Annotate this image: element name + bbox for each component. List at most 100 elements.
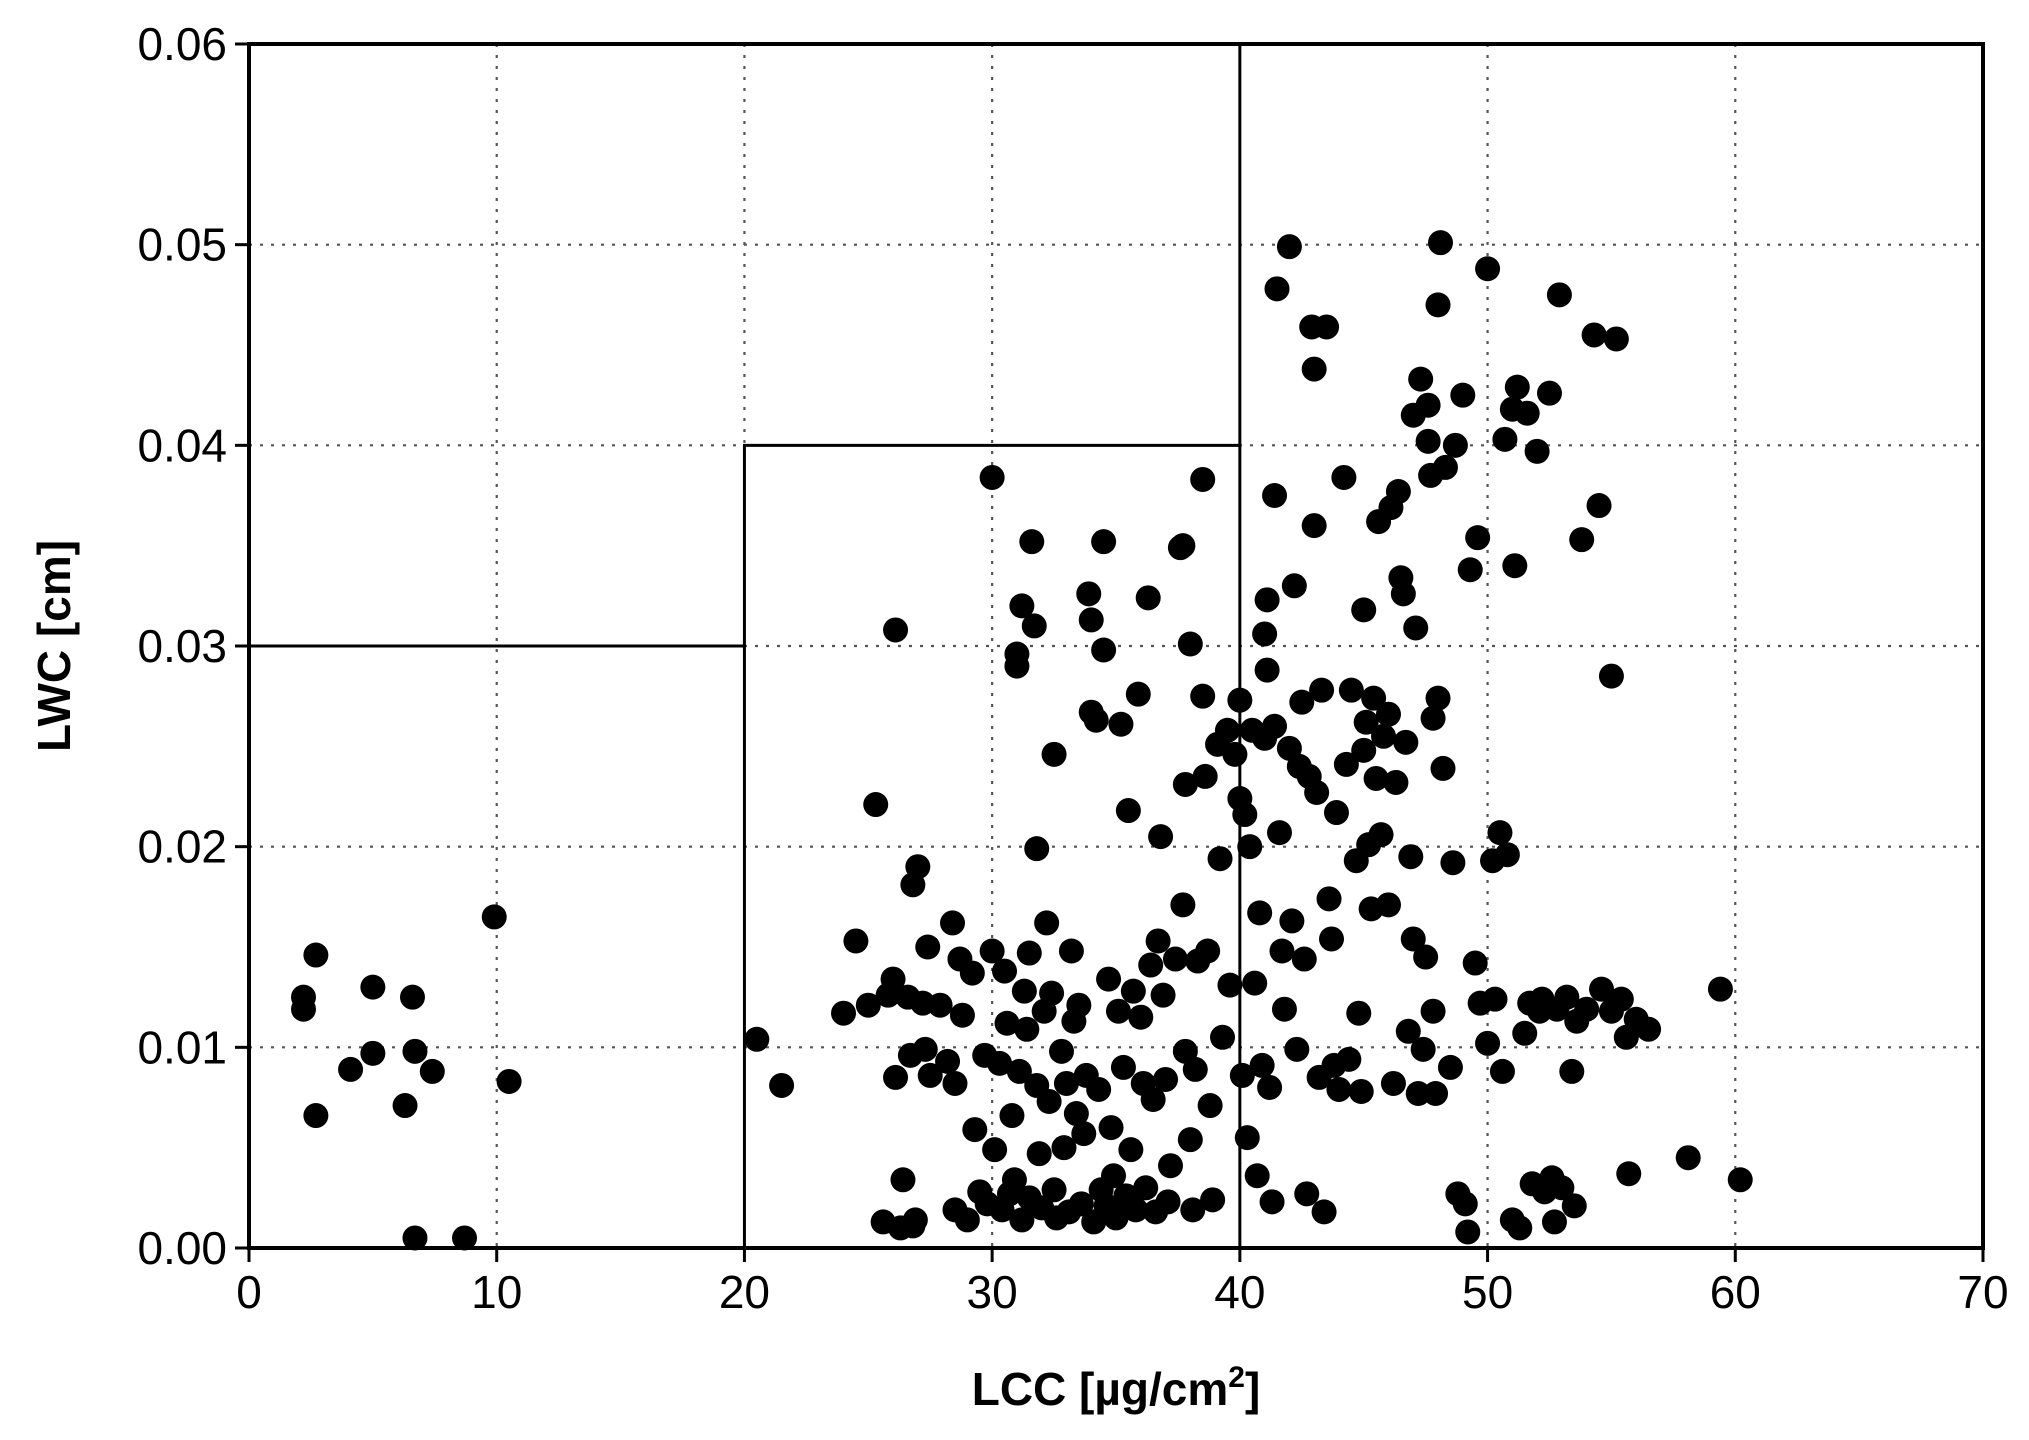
data-point	[1229, 1062, 1255, 1088]
mid-lcc-region-line	[742, 443, 1240, 646]
data-point	[890, 1167, 916, 1193]
data-point	[303, 942, 329, 968]
data-point	[1482, 986, 1508, 1012]
data-point	[843, 928, 869, 954]
data-point	[1098, 1115, 1124, 1141]
data-point	[1091, 637, 1117, 663]
data-point	[1279, 908, 1305, 934]
data-point	[1009, 593, 1035, 619]
data-point	[1155, 1189, 1181, 1215]
data-point	[1559, 1058, 1585, 1084]
data-point	[1083, 707, 1109, 733]
data-point	[1135, 585, 1161, 611]
data-point	[902, 1207, 928, 1233]
y-tick-label: 0.05	[137, 219, 227, 271]
data-point	[1301, 356, 1327, 382]
data-point	[1024, 836, 1050, 862]
data-point	[1487, 820, 1513, 846]
data-point	[1289, 689, 1315, 715]
data-point	[1368, 822, 1394, 848]
x-tick-label: 70	[1957, 1266, 2008, 1318]
data-point	[1400, 926, 1426, 952]
data-point	[1393, 729, 1419, 755]
data-point	[1110, 1054, 1136, 1080]
data-point	[1049, 1038, 1075, 1064]
data-point	[1262, 483, 1288, 508]
data-point	[1053, 1070, 1079, 1096]
data-points	[290, 230, 1753, 1251]
data-point	[912, 1036, 938, 1062]
data-point	[1326, 1076, 1352, 1102]
data-point	[496, 1068, 522, 1094]
data-point	[915, 934, 941, 960]
x-tick-label: 30	[967, 1266, 1018, 1318]
data-point	[1242, 970, 1268, 996]
data-point	[1301, 513, 1327, 539]
data-point	[1021, 613, 1047, 639]
data-point	[1172, 771, 1198, 797]
data-point	[1071, 1121, 1097, 1147]
tick-marks	[235, 42, 1985, 1262]
data-point	[1036, 1089, 1062, 1115]
data-point	[1078, 607, 1104, 633]
data-point	[1707, 976, 1733, 1002]
data-point	[1395, 1018, 1421, 1044]
data-point	[419, 1058, 445, 1084]
data-point	[1316, 886, 1342, 912]
data-point	[1269, 938, 1295, 964]
data-point	[1375, 701, 1401, 727]
data-point	[1244, 1163, 1270, 1189]
y-tick-label: 0.01	[137, 1021, 227, 1073]
data-point	[1076, 581, 1102, 607]
data-point	[999, 1103, 1025, 1129]
data-point	[1140, 1087, 1166, 1113]
y-axis-title: LWC [cm]	[28, 540, 80, 752]
data-point	[1333, 751, 1359, 777]
data-point	[1180, 1197, 1206, 1223]
y-tick-labels: 0.00 0.01 0.02 0.03 0.04 0.05 0.06	[137, 18, 227, 1274]
data-point	[1353, 709, 1379, 735]
data-point	[1086, 1076, 1112, 1102]
data-point	[1177, 1127, 1203, 1153]
data-point	[1103, 1205, 1129, 1231]
data-point	[1257, 1074, 1283, 1100]
data-point	[940, 910, 966, 936]
data-point	[1727, 1167, 1753, 1193]
data-point	[1232, 802, 1258, 828]
data-point	[1311, 1199, 1337, 1225]
data-point	[1066, 992, 1092, 1018]
data-point	[1125, 681, 1151, 707]
data-point	[1063, 1101, 1089, 1127]
data-point	[1314, 314, 1340, 340]
data-point	[1011, 978, 1037, 1004]
data-point	[1616, 1161, 1642, 1187]
data-point	[959, 960, 985, 986]
data-point	[1589, 976, 1615, 1002]
data-point	[1200, 1187, 1226, 1213]
data-point	[1041, 1177, 1067, 1203]
data-point	[987, 1050, 1013, 1076]
x-axis-title: LCC [µg/cm2]	[972, 1361, 1261, 1415]
data-point	[1138, 952, 1164, 978]
data-point	[1118, 1137, 1144, 1163]
data-point	[1091, 529, 1117, 555]
data-point	[1581, 322, 1607, 348]
data-point	[1262, 713, 1288, 739]
data-point	[1192, 763, 1218, 789]
data-point	[942, 1070, 968, 1096]
data-point	[1222, 741, 1248, 767]
data-point	[1162, 946, 1188, 972]
data-point	[1598, 663, 1624, 689]
x-axis-title-main: LCC [µg/cm	[972, 1363, 1229, 1415]
data-point	[1068, 1191, 1094, 1217]
data-point	[1182, 1056, 1208, 1082]
data-point	[1492, 426, 1518, 452]
data-point	[1133, 1175, 1159, 1201]
data-point	[1234, 1125, 1260, 1151]
data-point	[883, 617, 909, 643]
data-point	[1101, 1163, 1127, 1189]
data-point	[1150, 982, 1176, 1008]
data-point	[1259, 1189, 1285, 1215]
data-point	[1266, 820, 1292, 846]
data-point	[1153, 1066, 1179, 1092]
